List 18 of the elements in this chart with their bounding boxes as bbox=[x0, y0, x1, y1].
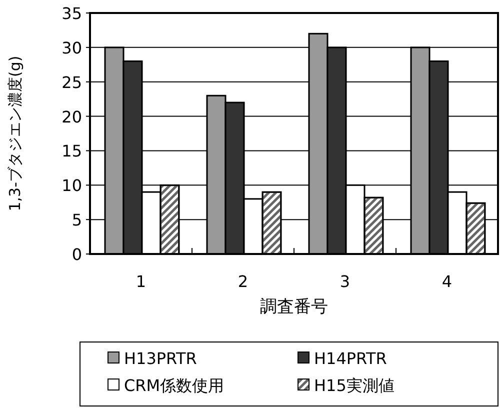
x-tick-label: 4 bbox=[442, 272, 452, 291]
y-tick-label: 0 bbox=[72, 245, 82, 264]
y-tick-label: 35 bbox=[62, 4, 82, 23]
y-tick-label: 25 bbox=[62, 72, 82, 92]
legend-label: CRM係数使用 bbox=[124, 376, 224, 395]
y-axis-title: 1,3-ブタジエン濃度(g) bbox=[6, 56, 24, 212]
y-tick-label: 30 bbox=[62, 38, 82, 58]
legend-label: H15実測値 bbox=[314, 376, 394, 395]
x-tick-label: 1 bbox=[136, 272, 146, 291]
y-tick-label: 10 bbox=[62, 176, 82, 196]
legend-label: H14PRTR bbox=[314, 349, 387, 368]
y-tick-label: 20 bbox=[62, 107, 82, 126]
x-tick-label: 2 bbox=[238, 272, 248, 291]
x-axis-title: 調査番号 bbox=[260, 297, 328, 317]
legend-label: H13PRTR bbox=[124, 349, 197, 368]
x-tick-label: 3 bbox=[340, 272, 350, 291]
y-tick-label: 5 bbox=[72, 210, 82, 230]
y-tick-label: 15 bbox=[62, 142, 82, 161]
